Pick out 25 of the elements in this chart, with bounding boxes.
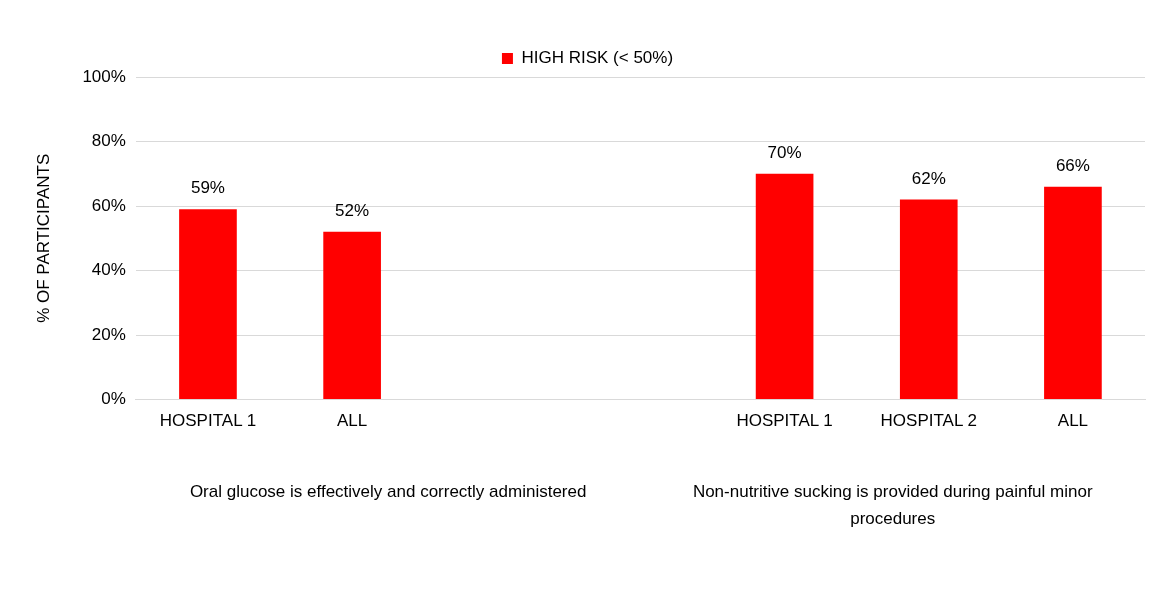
data-label: 59% [190, 178, 225, 198]
text: Oral glucose is effectively and correctly administered [189, 481, 587, 501]
x-tick-label: HOSPITAL 2 [880, 411, 977, 431]
y-tick-label: 60% [91, 195, 126, 215]
bar [1044, 186, 1102, 400]
data-label: 70% [767, 142, 802, 162]
legend-label: HIGH RISK (< 50%) [521, 48, 674, 68]
data-label: 62% [911, 168, 946, 188]
y-tick-label: 20% [91, 324, 126, 344]
bar [755, 173, 814, 400]
bar [323, 231, 381, 400]
y-tick-label: 100% [82, 66, 126, 86]
x-tick-label: ALL [336, 411, 368, 431]
y-tick-label: 40% [91, 260, 126, 280]
x-tick-label: ALL [1057, 411, 1089, 431]
data-label: 66% [1055, 155, 1090, 175]
text: Non-nutritive sucking is provided during painful minor procedures [692, 481, 1093, 528]
data-label: 52% [335, 201, 370, 221]
x-tick-label: HOSPITAL 1 [159, 411, 257, 431]
y-tick-label: 0% [101, 389, 126, 409]
bar [899, 199, 958, 400]
bar [179, 209, 237, 400]
y-tick-label: 80% [91, 131, 126, 151]
x-tick-label: HOSPITAL 1 [736, 411, 833, 431]
y-axis-title: % OF PARTICIPANTS [33, 153, 53, 323]
